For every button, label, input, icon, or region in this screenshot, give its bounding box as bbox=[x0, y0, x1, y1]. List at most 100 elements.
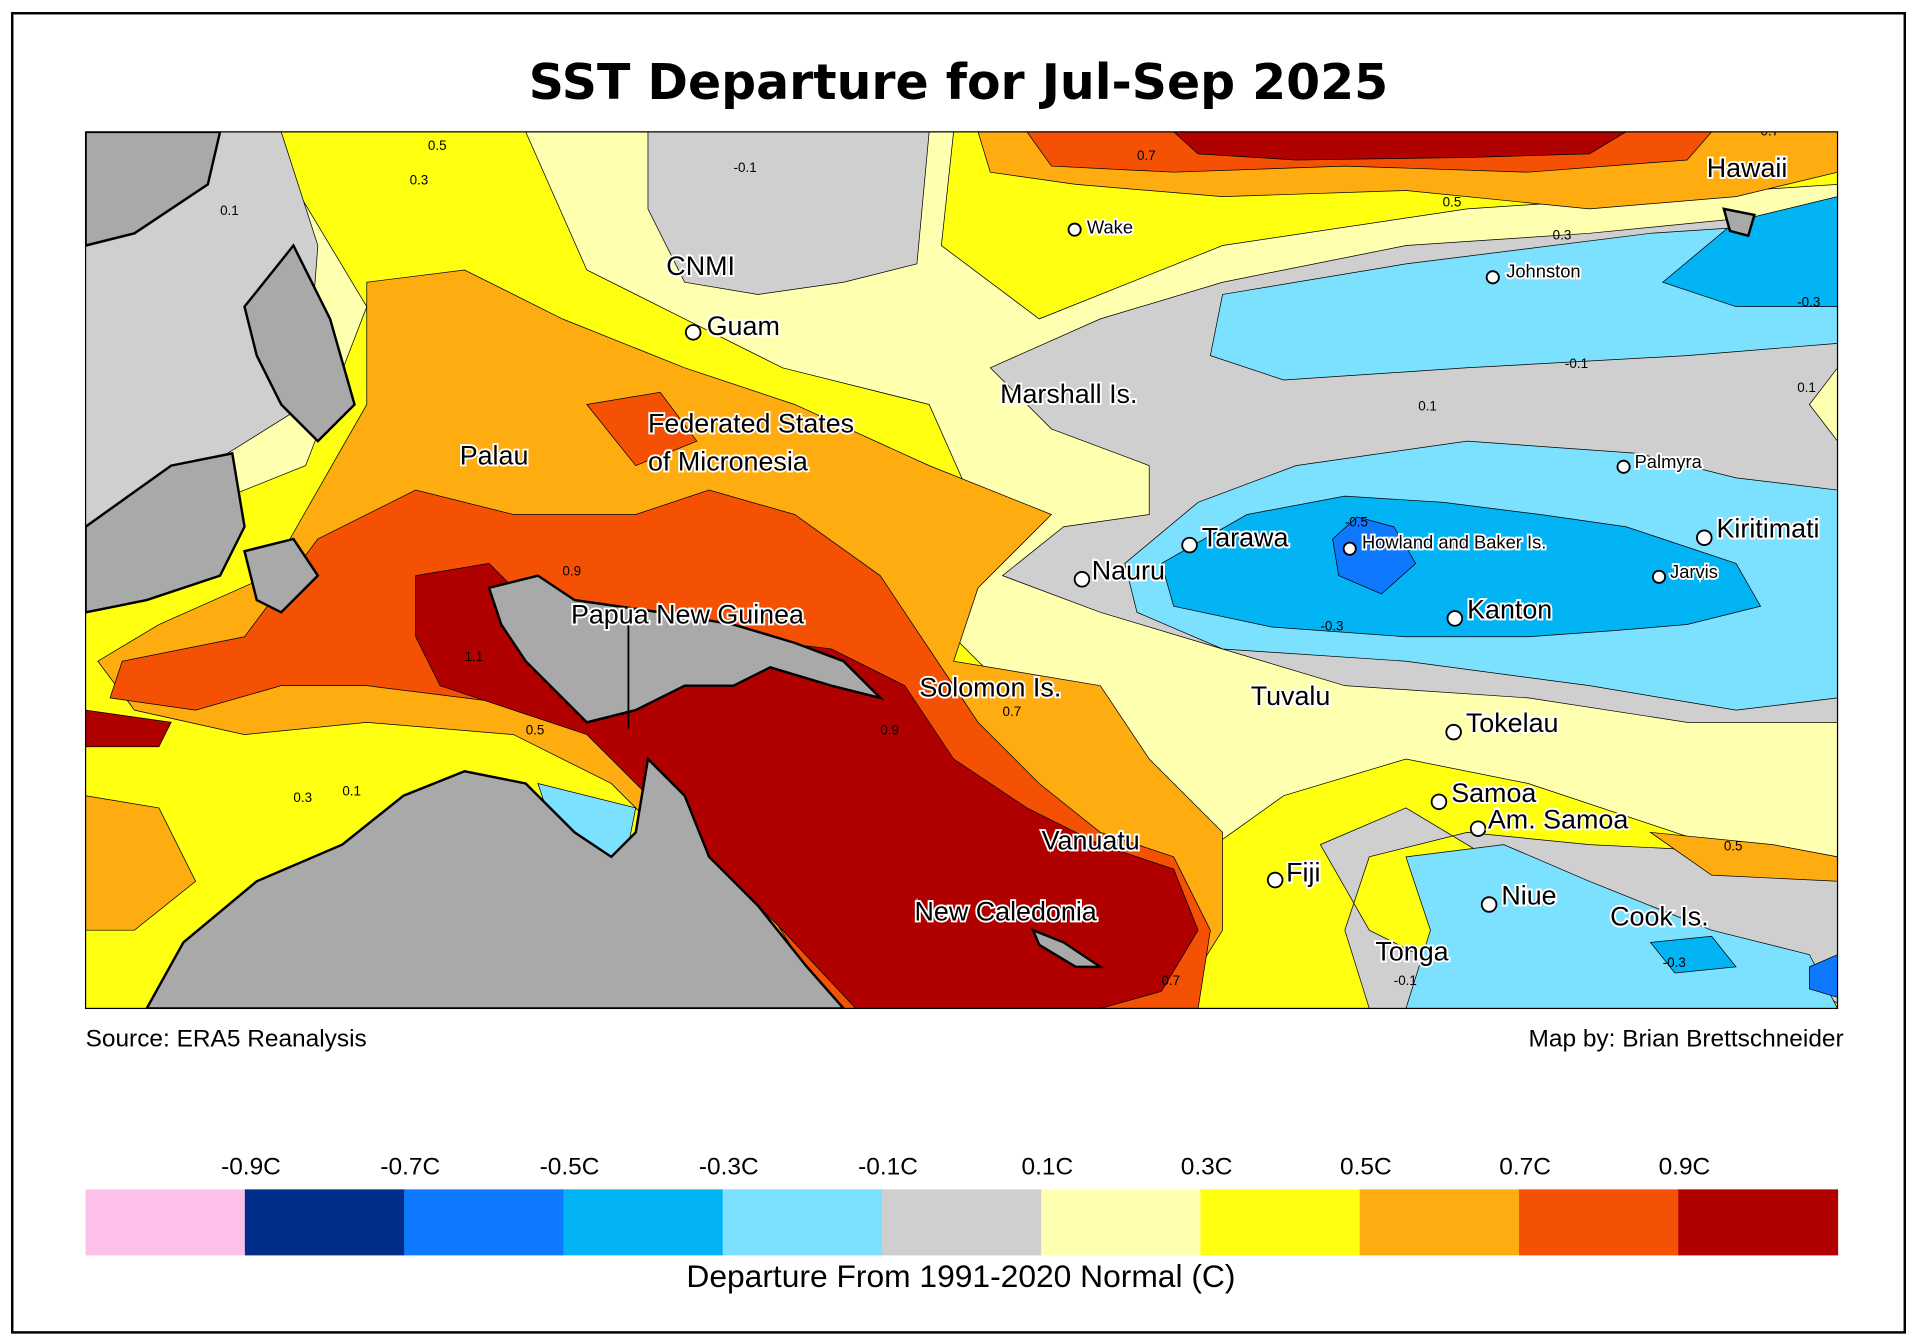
place-label: Fiji bbox=[1286, 857, 1320, 887]
contour-value-label: 0.9 bbox=[880, 723, 899, 738]
place-label: Tarawa bbox=[1202, 522, 1289, 552]
place-label: CNMI bbox=[666, 251, 735, 281]
place-marker-icon bbox=[1616, 459, 1631, 474]
place-label: Kiritimati bbox=[1716, 514, 1819, 544]
colorbar-swatch bbox=[722, 1189, 883, 1256]
anomaly-region-neutral bbox=[647, 131, 930, 295]
place-marker-icon bbox=[1445, 723, 1462, 741]
colorbar-tick-label: 0.1C bbox=[1021, 1154, 1073, 1181]
colorbar-tick-label: -0.1C bbox=[858, 1154, 918, 1181]
colorbar-tick-label: -0.9C bbox=[221, 1154, 281, 1181]
colorbar-swatch bbox=[881, 1189, 1042, 1256]
anomaly-region-above-0.9 bbox=[1173, 131, 1627, 161]
place-label: Johnston bbox=[1506, 260, 1580, 281]
place-marker-icon bbox=[1696, 529, 1713, 546]
place-label: Solomon Is. bbox=[919, 673, 1061, 703]
colorbar-swatch bbox=[85, 1189, 246, 1256]
place-label: Am. Samoa bbox=[1488, 805, 1628, 835]
contour-labels: 0.5 0.3 0.1 -0.1 0.7 0.1 0.5 0.3 -0.1 -0.3 0.1 -0.5… bbox=[220, 124, 1820, 988]
place-label: Samoa bbox=[1451, 778, 1536, 808]
map-frame bbox=[84, 131, 1839, 1010]
anomaly-region-minus0.1 bbox=[1209, 220, 1838, 381]
place-label: Jarvis bbox=[1670, 561, 1718, 582]
land-australia bbox=[145, 756, 846, 1009]
colorbar-swatch bbox=[1518, 1189, 1679, 1256]
place-marker-icon bbox=[1073, 571, 1091, 588]
contour-value-label: -0.1 bbox=[1394, 973, 1417, 988]
place-label: Guam bbox=[707, 311, 780, 341]
colorbar-tick-label: 0.9C bbox=[1659, 1154, 1711, 1181]
colorbar-tick-label: -0.5C bbox=[540, 1154, 600, 1181]
place-label: Papua New Guinea bbox=[571, 599, 804, 629]
colorbar-swatch bbox=[404, 1189, 564, 1256]
contour-value-label: 0.5 bbox=[526, 723, 545, 738]
place-marker-icon bbox=[1446, 610, 1464, 627]
place-label: Vanuatu bbox=[1042, 825, 1140, 855]
contour-value-label: -0.3 bbox=[1663, 955, 1686, 970]
colorbar: -0.9C -0.7C -0.5C -0.3C -0.1C 0.1C 0.3C 0.5C 0.7… bbox=[85, 1154, 1839, 1256]
colorbar-tick-label: 0.3C bbox=[1181, 1154, 1233, 1181]
place-marker-icon bbox=[1342, 541, 1357, 556]
place-marker-icon bbox=[1469, 820, 1487, 837]
contour-value-label: 0.7 bbox=[1137, 148, 1156, 163]
place-marker-icon bbox=[1067, 222, 1082, 237]
place-label: Tuvalu bbox=[1251, 681, 1331, 711]
place-label: Tonga bbox=[1375, 937, 1448, 967]
place-label: Kanton bbox=[1467, 594, 1552, 624]
place-labels: CNMI Guam Wake Johnston Hawaii Marshall Is. Pa… bbox=[458, 151, 1822, 968]
place-label: Hawaii bbox=[1707, 153, 1788, 183]
colorbar-swatch bbox=[244, 1189, 405, 1256]
place-label: New Caledonia bbox=[914, 896, 1096, 926]
land-borneo-asia bbox=[85, 131, 246, 614]
contour-value-label: 0.1 bbox=[220, 203, 239, 218]
contour-value-label: -0.5 bbox=[1345, 515, 1368, 530]
land-new-caledonia bbox=[1030, 927, 1105, 969]
place-marker-icon bbox=[1485, 270, 1500, 285]
place-label: Howland and Baker Is. bbox=[1362, 532, 1546, 553]
place-marker-icon bbox=[1652, 569, 1667, 584]
place-label: Federated States bbox=[648, 409, 854, 439]
contour-value-label: 0.5 bbox=[1724, 839, 1743, 854]
colorbar-swatch bbox=[1678, 1189, 1839, 1256]
map-title: SST Departure for Jul-Sep 2025 bbox=[529, 54, 1388, 111]
contour-value-label: -0.1 bbox=[1565, 356, 1588, 371]
contour-value-label: 0.1 bbox=[1797, 380, 1816, 395]
sst-map: 0.5 0.3 0.1 -0.1 0.7 0.1 0.5 0.3 -0.1 -0.3 0.1 -0.5… bbox=[85, 124, 1838, 1009]
land-masses bbox=[85, 131, 1756, 1009]
contour-value-label: 0.9 bbox=[562, 564, 581, 579]
place-marker-icon bbox=[1181, 536, 1198, 554]
colorbar-tick-label: -0.7C bbox=[380, 1154, 440, 1181]
colorbar-swatch bbox=[1359, 1189, 1520, 1256]
contour-value-label: 0.3 bbox=[1553, 227, 1572, 242]
colorbar-swatch bbox=[1200, 1189, 1361, 1256]
land-philippines bbox=[243, 243, 356, 443]
land-hawaii bbox=[1722, 207, 1756, 238]
place-label: Niue bbox=[1501, 881, 1556, 911]
place-marker-icon bbox=[1266, 871, 1284, 889]
colorbar-swatch bbox=[563, 1189, 724, 1256]
land-new-guinea bbox=[487, 574, 885, 724]
contour-value-label: 0.7 bbox=[1003, 704, 1022, 719]
contour-value-label: 0.7 bbox=[1761, 124, 1780, 139]
place-label: Palau bbox=[460, 440, 529, 470]
place-label: Wake bbox=[1087, 216, 1133, 237]
colorbar-tick-label: 0.5C bbox=[1340, 1154, 1392, 1181]
contour-value-label: 0.7 bbox=[1161, 973, 1180, 988]
contour-value-label: 0.5 bbox=[1443, 194, 1462, 209]
contour-value-label: 0.3 bbox=[293, 790, 312, 805]
colorbar-swatch bbox=[1041, 1189, 1202, 1256]
place-label: Cook Is. bbox=[1610, 901, 1709, 931]
contour-value-label: 1.1 bbox=[465, 649, 484, 664]
contour-value-label: 0.5 bbox=[428, 138, 447, 153]
anomaly-region-minus0.3 bbox=[1161, 495, 1762, 638]
contour-value-label: -0.3 bbox=[1320, 619, 1343, 634]
colorbar-caption: Departure From 1991-2020 Normal (C) bbox=[686, 1258, 1235, 1294]
credit-text: Map by: Brian Brettschneider bbox=[1529, 1025, 1844, 1052]
place-marker-icon bbox=[1430, 793, 1448, 811]
place-label: Marshall Is. bbox=[1000, 379, 1137, 409]
contour-value-label: -0.1 bbox=[734, 160, 757, 175]
contour-value-label: 0.3 bbox=[410, 172, 429, 187]
contour-value-label: -0.3 bbox=[1797, 295, 1820, 310]
land-sulawesi bbox=[243, 537, 320, 614]
